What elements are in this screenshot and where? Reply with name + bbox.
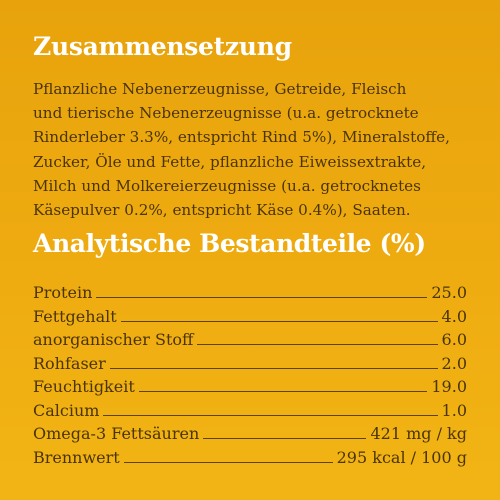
row-label: Feuchtigkeit: [33, 377, 135, 396]
row-label: Calcium: [33, 400, 100, 420]
row-value: 421 mg / kg: [370, 424, 467, 443]
row-value: 4.0: [441, 306, 467, 326]
analysis-row-omega3: Omega-3 Fettsäuren 421 mg / kg: [33, 422, 467, 446]
row-label: Brennwert: [33, 447, 120, 467]
leader-line: [197, 344, 438, 345]
leader-line: [103, 414, 438, 416]
composition-line: Käsepulver 0.2%, entspricht Käse 0.4%), …: [33, 201, 411, 220]
row-value: 19.0: [431, 377, 467, 396]
composition-line: Milch und Molkereierzeugnisse (u.a. getr…: [33, 176, 421, 195]
analysis-row-energy: Brennwert 295 kcal / 100 g: [33, 446, 467, 470]
analysis-table: Protein 25.0 Fettgehalt 4.0 anorganische…: [33, 281, 467, 469]
analysis-row-moisture: Feuchtigkeit 19.0: [33, 375, 467, 399]
leader-line: [203, 438, 367, 439]
leader-line: [138, 391, 428, 392]
row-value: 295 kcal / 100 g: [336, 447, 467, 467]
composition-line: Rinderleber 3.3%, entspricht Rind 5%), M…: [33, 128, 450, 147]
analysis-row-fiber: Rohfaser 2.0: [33, 352, 467, 376]
row-label: Fettgehalt: [33, 306, 117, 326]
row-label: Protein: [33, 283, 93, 302]
composition-line: Pflanzliche Nebenerzeugnisse, Getreide, …: [33, 80, 407, 98]
row-label: Omega-3 Fettsäuren: [33, 424, 200, 443]
leader-line: [109, 367, 438, 369]
analysis-row-ash: anorganischer Stoff 6.0: [33, 328, 467, 352]
row-value: 1.0: [441, 400, 467, 420]
row-value: 2.0: [441, 353, 467, 373]
row-label: Rohfaser: [33, 353, 106, 373]
row-value: 25.0: [431, 283, 467, 302]
composition-line: und tierische Nebenerzeugnisse (u.a. get…: [33, 104, 419, 123]
analysis-heading: Analytische Bestandteile (%): [33, 229, 426, 258]
leader-line: [123, 461, 333, 463]
row-label: anorganischer Stoff: [33, 330, 194, 349]
analysis-row-fat: Fettgehalt 4.0: [33, 305, 467, 329]
leader-line: [96, 297, 428, 298]
analysis-row-protein: Protein 25.0: [33, 281, 467, 305]
leader-line: [120, 320, 438, 322]
composition-heading: Zusammensetzung: [33, 32, 292, 61]
row-value: 6.0: [441, 330, 467, 349]
analysis-row-calcium: Calcium 1.0: [33, 399, 467, 423]
composition-line: Zucker, Öle und Fette, pflanzliche Eiwei…: [33, 152, 427, 171]
composition-text: Pflanzliche Nebenerzeugnisse, Getreide, …: [33, 77, 473, 222]
